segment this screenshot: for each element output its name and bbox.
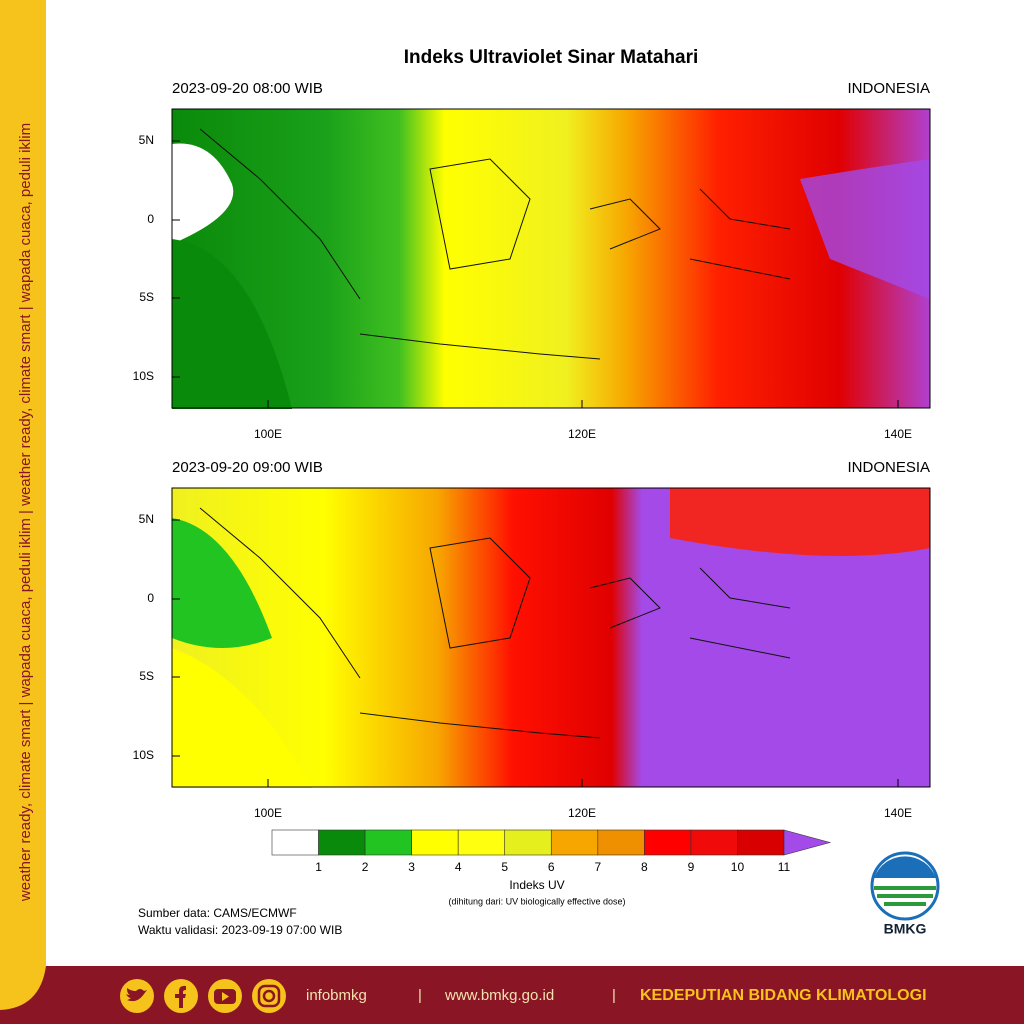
colorbar: 1 2 3 4 5 6 7 8 9 10 11 (271, 829, 832, 874)
lat-label: 5S (139, 290, 154, 304)
colorbar-title: Indeks UV (509, 878, 564, 892)
lon-label: 120E (568, 806, 596, 820)
footer-item: | (612, 987, 616, 1004)
lat-label: 5N (139, 133, 154, 147)
validation: Waktu validasi: 2023-09-19 07:00 WIB (138, 923, 342, 937)
map-frame (171, 108, 931, 409)
colorbar-label: 11 (778, 860, 791, 874)
colorbar-label: 4 (455, 860, 462, 874)
colorbar-label: 5 (501, 860, 508, 874)
lon-label: 140E (884, 427, 912, 441)
colorbar-box (411, 829, 459, 856)
colorbar-label: 6 (548, 860, 555, 874)
colorbar-subtitle: (dihitung dari: UV biologically effectiv… (449, 896, 626, 906)
lon-label: 120E (568, 427, 596, 441)
uv-blob (800, 159, 930, 299)
colorbar-label: 2 (362, 860, 369, 874)
lon-label: 100E (254, 427, 282, 441)
colorbar-box (737, 829, 785, 856)
lat-label: 5S (139, 669, 154, 683)
lat-label: 10S (133, 369, 154, 383)
uv-blob (172, 648, 312, 788)
social-icons[interactable] (120, 979, 286, 1013)
footer-dept: KEDEPUTIAN BIDANG KLIMATOLOGI (640, 987, 927, 1004)
lon-label: 100E (254, 806, 282, 820)
map-time: 2023-09-20 08:00 WIB (172, 80, 323, 97)
colorbar-label: 8 (641, 860, 648, 874)
lat-label: 0 (147, 591, 154, 605)
map-frame (171, 487, 931, 788)
uv-field (172, 109, 930, 408)
map-region: INDONESIA (847, 80, 930, 97)
uv-blob (172, 518, 272, 648)
colorbar-arrow (783, 829, 832, 856)
maps: 2023-09-20 08:00 WIB INDONESIA 5N 0 5S 10S 100… (133, 80, 931, 820)
footer-item: | (418, 987, 422, 1004)
lon-label: 140E (884, 806, 912, 820)
colorbar-box (690, 829, 738, 856)
coastline (199, 507, 791, 739)
footer-band (0, 966, 1024, 1024)
lat-label: 0 (147, 212, 154, 226)
footer-text: infobmkg | www.bmkg.go.id | KEDEPUTIAN BIDAN… (306, 987, 927, 1004)
uv-blob (172, 239, 292, 409)
colorbar-box (364, 829, 412, 856)
colorbar-label: 1 (315, 860, 322, 874)
logo-text: BMKG (884, 921, 927, 937)
colorbar-box (271, 829, 319, 856)
lat-label: 5N (139, 512, 154, 526)
footer-item: www.bmkg.go.id (444, 987, 554, 1004)
colorbar-box (597, 829, 645, 856)
colorbar-box (550, 829, 599, 856)
map-region: INDONESIA (847, 459, 930, 476)
colorbar-box (457, 829, 506, 856)
colorbar-box (318, 829, 366, 856)
title: Indeks Ultraviolet Sinar Matahari (404, 47, 699, 68)
side-text: weather ready, climate smart | wapada cu… (17, 123, 34, 902)
bmkg-logo (870, 851, 940, 921)
colorbar-box (644, 829, 692, 856)
colorbar-label: 7 (594, 860, 601, 874)
coastline (199, 128, 791, 360)
colorbar-label: 10 (731, 860, 745, 874)
uv-blob (172, 143, 234, 244)
colorbar-label: 3 (408, 860, 415, 874)
source: Sumber data: CAMS/ECMWF (138, 906, 297, 920)
uv-blob (670, 488, 930, 556)
side-band (0, 0, 46, 1024)
lat-label: 10S (133, 748, 154, 762)
colorbar-label: 9 (688, 860, 695, 874)
colorbar-box (504, 829, 552, 856)
map-time: 2023-09-20 09:00 WIB (172, 459, 323, 476)
footer-item: infobmkg (306, 987, 367, 1004)
